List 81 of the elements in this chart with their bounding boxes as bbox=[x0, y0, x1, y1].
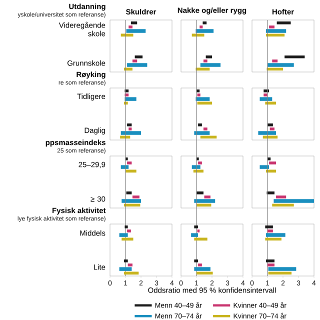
bar bbox=[127, 230, 131, 232]
bar bbox=[203, 60, 208, 62]
bar bbox=[266, 259, 274, 262]
bar bbox=[132, 60, 138, 62]
bar bbox=[197, 94, 200, 96]
bar bbox=[130, 21, 138, 24]
bar bbox=[126, 29, 146, 33]
bar bbox=[194, 259, 198, 262]
bar bbox=[196, 97, 210, 101]
bar bbox=[122, 199, 141, 203]
bar bbox=[265, 238, 282, 241]
bar bbox=[196, 272, 213, 275]
bar bbox=[192, 34, 204, 37]
bar bbox=[266, 170, 276, 173]
bar bbox=[120, 136, 130, 139]
bar bbox=[198, 264, 202, 266]
bar bbox=[268, 272, 292, 275]
bar bbox=[266, 68, 284, 71]
bar bbox=[196, 204, 212, 207]
bar bbox=[119, 267, 132, 271]
bar bbox=[128, 128, 132, 130]
bar bbox=[269, 162, 276, 164]
bar bbox=[268, 230, 273, 232]
bar bbox=[124, 225, 128, 228]
bar bbox=[124, 259, 128, 262]
bar bbox=[260, 97, 272, 101]
bar bbox=[120, 34, 134, 37]
bar bbox=[265, 225, 273, 228]
bar bbox=[197, 102, 212, 105]
bar bbox=[126, 170, 136, 173]
bar bbox=[191, 233, 198, 237]
bar bbox=[272, 204, 294, 207]
bar bbox=[194, 199, 216, 203]
bar bbox=[198, 162, 202, 164]
bar bbox=[134, 55, 143, 58]
bar bbox=[196, 191, 204, 194]
bar bbox=[268, 264, 274, 266]
bar bbox=[196, 68, 210, 71]
bar bbox=[269, 26, 274, 28]
bar bbox=[127, 162, 132, 164]
bar bbox=[206, 55, 212, 58]
bar bbox=[202, 21, 207, 24]
bar bbox=[276, 196, 286, 198]
bar bbox=[266, 233, 286, 237]
bar bbox=[194, 238, 208, 241]
bar bbox=[194, 267, 210, 271]
bar bbox=[122, 238, 134, 241]
bar bbox=[127, 123, 132, 126]
bar bbox=[119, 233, 128, 237]
bar bbox=[265, 102, 276, 105]
bar bbox=[268, 63, 294, 67]
bar bbox=[128, 264, 132, 266]
bar bbox=[124, 97, 136, 101]
bar bbox=[203, 128, 208, 130]
bar bbox=[127, 63, 148, 67]
bar bbox=[262, 136, 278, 139]
bar bbox=[204, 196, 210, 198]
bar bbox=[266, 29, 286, 33]
bar bbox=[276, 21, 291, 24]
bar bbox=[284, 55, 305, 58]
bar bbox=[266, 34, 285, 37]
bar bbox=[126, 191, 132, 194]
bar bbox=[270, 128, 274, 130]
bar bbox=[274, 199, 314, 203]
bar bbox=[200, 63, 221, 67]
bar bbox=[132, 196, 140, 198]
bar bbox=[124, 204, 140, 207]
bar bbox=[124, 272, 139, 275]
bar bbox=[268, 267, 296, 271]
bar bbox=[258, 131, 276, 135]
bar bbox=[198, 123, 202, 126]
bar bbox=[120, 131, 141, 135]
bar bbox=[196, 29, 214, 33]
bar bbox=[128, 26, 132, 28]
bar bbox=[194, 225, 198, 228]
bar bbox=[200, 26, 203, 28]
bar bbox=[193, 170, 204, 173]
bar bbox=[200, 136, 217, 139]
bar bbox=[268, 123, 273, 126]
bar bbox=[194, 131, 210, 135]
bar bbox=[272, 60, 278, 62]
